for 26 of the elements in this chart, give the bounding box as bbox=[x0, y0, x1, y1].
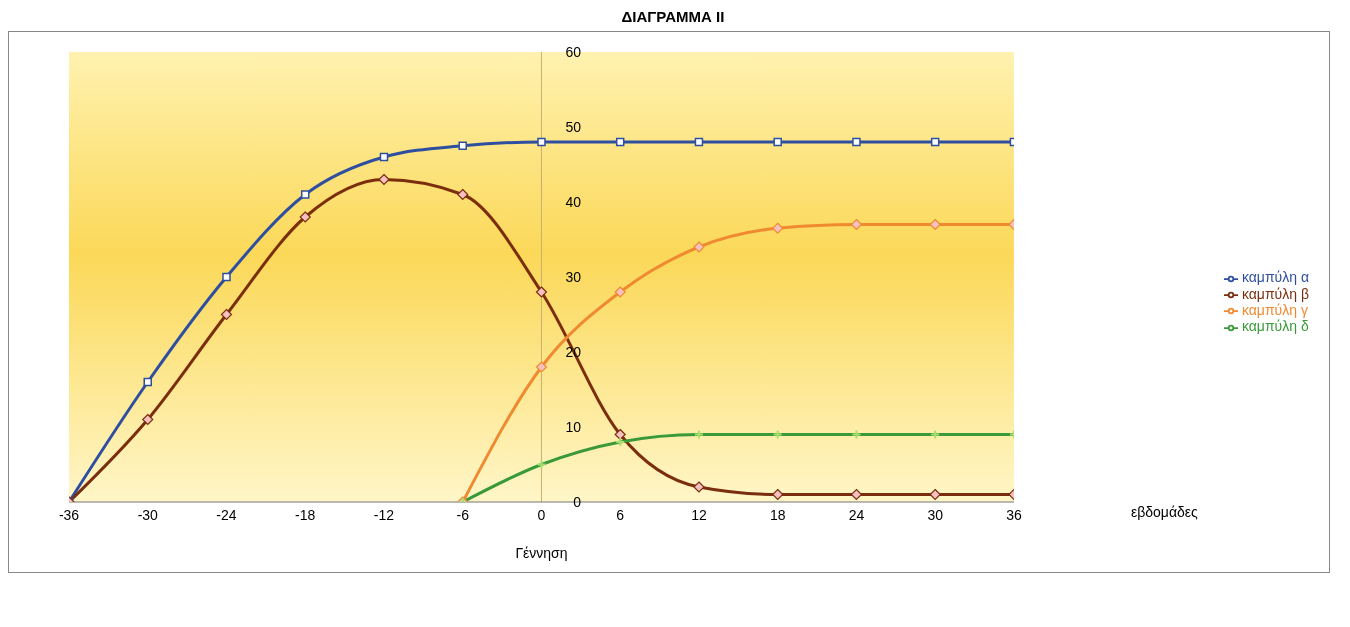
x-tick-label: -24 bbox=[216, 506, 237, 523]
x-tick-label: 6 bbox=[616, 506, 625, 523]
x-tick-label: 0 bbox=[537, 506, 546, 523]
y-tick-label: 0 bbox=[573, 493, 582, 510]
x-axis-title: Γέννηση bbox=[515, 545, 568, 561]
legend-label: καμπύλη γ bbox=[1241, 302, 1308, 318]
x-tick-label: 30 bbox=[927, 506, 944, 523]
x-tick-label: 36 bbox=[1006, 506, 1022, 523]
x-tick-label: -30 bbox=[137, 506, 159, 523]
legend-label: καμπύλη β bbox=[1241, 285, 1309, 302]
x-tick-label: 24 bbox=[848, 506, 865, 523]
y-tick-label: 10 bbox=[565, 418, 582, 435]
legend-label: καμπύλη δ bbox=[1241, 318, 1309, 335]
chart-title: ΔΙΑΓΡΑΜΜΑ ΙΙ bbox=[620, 8, 726, 25]
legend-label: καμπύλη α bbox=[1241, 269, 1309, 286]
y-tick-label: 60 bbox=[565, 43, 582, 60]
x-tick-label: 18 bbox=[769, 506, 786, 523]
x-tick-label: -6 bbox=[456, 506, 470, 523]
x-tick-label: -12 bbox=[373, 506, 395, 523]
y-tick-label: 50 bbox=[565, 118, 582, 135]
y-tick-label: 30 bbox=[565, 268, 582, 285]
text: εβδομάδες bbox=[1131, 504, 1198, 520]
x-tick-label: -36 bbox=[58, 506, 80, 523]
y-tick-label: 40 bbox=[565, 193, 582, 210]
x-tick-label: -18 bbox=[295, 506, 316, 523]
x-tick-label: 12 bbox=[691, 506, 707, 523]
